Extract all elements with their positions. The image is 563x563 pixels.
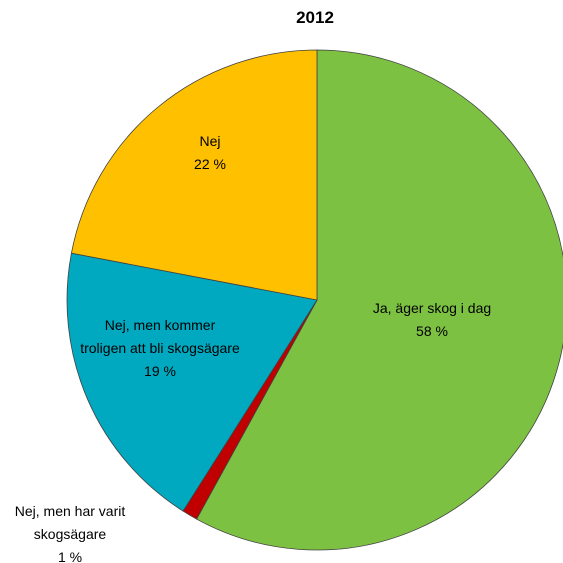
chart-title: 2012 (296, 8, 334, 27)
slice-label: Nej, men kommer troligen att bli skogsäg… (80, 317, 240, 356)
slice-value: 19 % (144, 363, 176, 379)
pie-slice (66, 252, 318, 512)
slice-label: Nej, men har varit skogsägare (14, 503, 126, 542)
pie-slice (196, 49, 563, 551)
slice-label: Ja, äger skog i dag (372, 300, 492, 316)
slice-value: 1 % (57, 549, 83, 563)
slice-label: Nej (199, 133, 221, 149)
slice-value: 58 % (416, 323, 448, 339)
slice-value: 22 % (194, 156, 226, 172)
pie-slice (70, 49, 318, 301)
